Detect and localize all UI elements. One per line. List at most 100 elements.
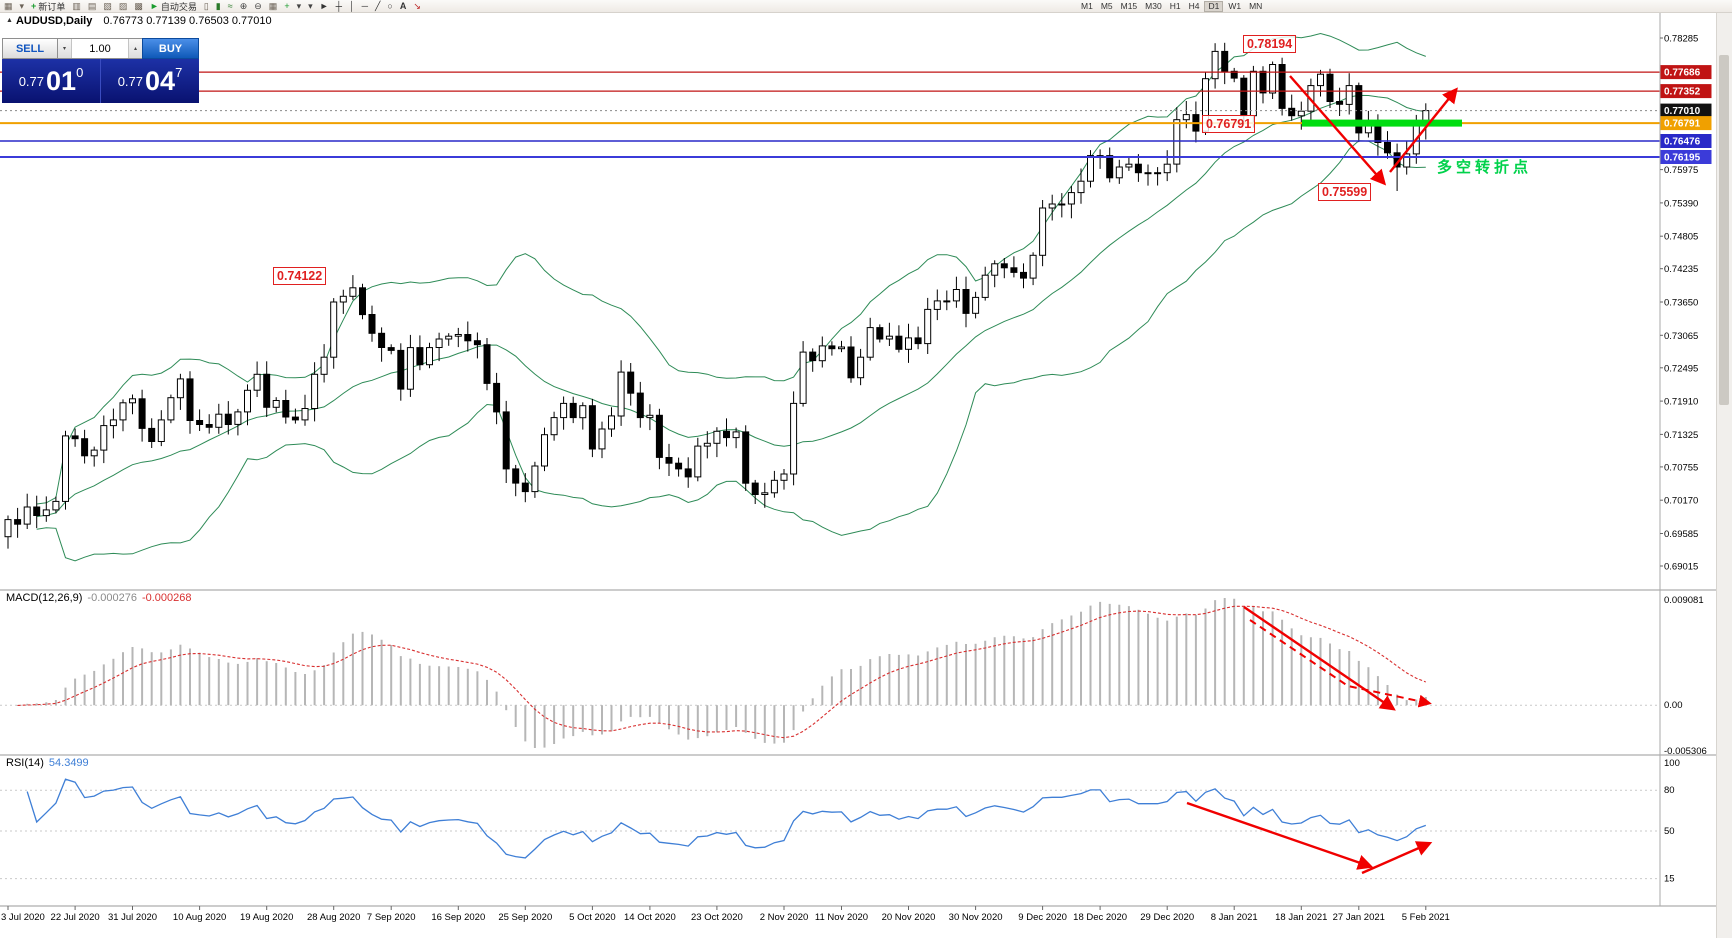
horizontal-level-lines[interactable] — [0, 71, 1660, 158]
trend-arrows[interactable] — [1186, 75, 1458, 875]
chart-candles-icon[interactable]: ▮ — [215, 1, 221, 11]
macd-label: MACD(12,26,9) -0.000276 -0.000268 — [6, 592, 192, 604]
svg-text:3 Jul 2020: 3 Jul 2020 — [1, 912, 45, 923]
macd-histogram — [16, 598, 1427, 748]
svg-text:0.75390: 0.75390 — [1664, 198, 1698, 209]
sell-button[interactable]: SELL — [2, 38, 58, 59]
autotrade-button[interactable]: ► 自动交易 — [149, 1, 197, 12]
tile-windows-icon[interactable]: ▦ — [268, 1, 278, 11]
svg-text:8 Jan 2021: 8 Jan 2021 — [1211, 912, 1258, 923]
svg-text:0.00: 0.00 — [1664, 700, 1683, 711]
svg-text:14 Oct 2020: 14 Oct 2020 — [624, 912, 676, 923]
svg-text:9 Dec 2020: 9 Dec 2020 — [1018, 912, 1067, 923]
svg-text:5 Feb 2021: 5 Feb 2021 — [1402, 912, 1450, 923]
arrow-tool-icon[interactable]: ↘ — [413, 1, 421, 11]
volume-increase-button[interactable]: ▴ — [128, 39, 142, 58]
buy-button[interactable]: BUY — [142, 38, 199, 59]
volume-value[interactable]: 1.00 — [89, 42, 111, 55]
text-tool-icon[interactable]: A — [399, 1, 407, 11]
periods-dropdown-icon[interactable]: ▾ — [296, 1, 302, 11]
timeframe-button-m5[interactable]: M5 — [1100, 0, 1113, 11]
trendline-icon[interactable]: ╱ — [374, 1, 381, 11]
timeframe-button-m1[interactable]: M1 — [1081, 0, 1093, 11]
timeframe-button-mn[interactable]: MN — [1249, 0, 1263, 11]
new-order-button[interactable]: + 新订单 — [31, 1, 66, 12]
timeframe-button-m15[interactable]: M15 — [1120, 0, 1138, 11]
svg-text:0.72495: 0.72495 — [1664, 363, 1698, 374]
svg-text:0.69015: 0.69015 — [1664, 562, 1698, 573]
svg-text:18 Jan 2021: 18 Jan 2021 — [1275, 912, 1327, 923]
svg-text:15: 15 — [1664, 874, 1675, 885]
price-axis: 0.78285 0.75975 0.75390 0.74805 0.74235 0.736… — [1660, 34, 1712, 573]
data-window-icon[interactable]: ▤ — [87, 1, 97, 11]
svg-text:22 Jul 2020: 22 Jul 2020 — [51, 912, 100, 923]
volume-decrease-button[interactable]: ▾ — [58, 39, 72, 58]
timeframe-button-w1[interactable]: W1 — [1228, 0, 1242, 11]
support-zone-bar[interactable] — [1302, 119, 1462, 127]
scrollbar-thumb[interactable] — [1719, 55, 1729, 405]
svg-text:-0.005306: -0.005306 — [1664, 746, 1707, 757]
shapes-icon[interactable]: ○ — [387, 1, 393, 11]
horizontal-line-icon[interactable]: ─ — [361, 1, 368, 11]
svg-text:10 Aug 2020: 10 Aug 2020 — [173, 912, 226, 923]
svg-text:0.77686: 0.77686 — [1664, 68, 1701, 79]
svg-text:7 Sep 2020: 7 Sep 2020 — [367, 912, 416, 923]
toolbar: ▦ ▾ + 新订单 ▥ ▤ ▧ ▨ ▩ ► 自动交易 ▯ ▮ ≈ ⊕ ⊖ ▦ + ▾ ▾ ► ┼ │ ─ ╱ ○ A ↘ M1 M5 M15… — [0, 0, 1732, 13]
svg-text:19 Aug 2020: 19 Aug 2020 — [240, 912, 293, 923]
profiles-dropdown-icon[interactable]: ▾ — [19, 1, 25, 11]
zoom-in-icon[interactable]: ⊕ — [239, 1, 248, 11]
svg-text:0.76195: 0.76195 — [1664, 153, 1701, 164]
candles — [4, 42, 1430, 549]
market-watch-icon[interactable]: ▥ — [72, 1, 81, 11]
svg-text:11 Nov 2020: 11 Nov 2020 — [815, 912, 868, 923]
macd-signal-value: -0.000268 — [141, 592, 192, 604]
crosshair-icon[interactable]: ┼ — [335, 1, 342, 11]
rsi-line — [26, 778, 1427, 859]
templates-dropdown-icon[interactable]: ▾ — [308, 1, 313, 11]
rsi-label: RSI(14) 54.3499 — [6, 757, 89, 769]
bid-price-point: 0 — [76, 65, 84, 80]
svg-text:0.76791: 0.76791 — [1664, 119, 1701, 130]
ohlc-readout: 0.76773 0.77139 0.76503 0.77010 — [103, 15, 272, 27]
chart-header: ▲ AUDUSD,Daily 0.76773 0.77139 0.76503 0.… — [6, 15, 272, 27]
terminal-icon[interactable]: ▨ — [118, 1, 128, 11]
chart-line-icon[interactable]: ≈ — [227, 1, 233, 11]
svg-text:0.74805: 0.74805 — [1664, 232, 1698, 243]
svg-text:27 Jan 2021: 27 Jan 2021 — [1333, 912, 1385, 923]
zoom-out-icon[interactable]: ⊖ — [254, 1, 262, 11]
symbol-period-label: AUDUSD,Daily — [15, 15, 93, 27]
svg-text:0.009081: 0.009081 — [1664, 595, 1704, 606]
strategy-tester-icon[interactable]: ▩ — [134, 1, 143, 11]
vertical-line-icon[interactable]: │ — [348, 1, 355, 11]
svg-text:2 Nov 2020: 2 Nov 2020 — [760, 912, 809, 923]
timeframe-button-m30[interactable]: M30 — [1145, 0, 1162, 11]
timeframe-button-h1[interactable]: H1 — [1169, 0, 1181, 11]
turning-point-text[interactable]: 多空转折点 — [1437, 159, 1533, 176]
price-label-flag[interactable]: 0.76791 — [1202, 115, 1256, 133]
rsi-value: 54.3499 — [48, 757, 89, 769]
svg-text:0.74235: 0.74235 — [1664, 264, 1698, 275]
svg-text:16 Sep 2020: 16 Sep 2020 — [431, 912, 485, 923]
price-label-flag[interactable]: 0.78194 — [1243, 35, 1297, 53]
indicators-icon[interactable]: + — [284, 1, 290, 11]
svg-text:0.75975: 0.75975 — [1664, 165, 1698, 176]
new-chart-icon[interactable]: ▦ — [4, 1, 13, 11]
cursor-icon[interactable]: ► — [319, 1, 329, 11]
ask-price-pips: 04 — [145, 65, 176, 96]
svg-text:0.69585: 0.69585 — [1664, 529, 1698, 540]
chart-bars-icon[interactable]: ▯ — [203, 1, 209, 11]
bid-price-button[interactable]: 0.77 01 0 — [2, 59, 101, 103]
price-label-flag[interactable]: 0.75599 — [1318, 183, 1372, 201]
bid-price-pips: 01 — [46, 65, 77, 96]
svg-text:18 Dec 2020: 18 Dec 2020 — [1073, 912, 1127, 923]
vertical-scrollbar[interactable] — [1716, 0, 1732, 938]
timeframe-button-h4[interactable]: H4 — [1188, 0, 1200, 11]
svg-text:0.77010: 0.77010 — [1664, 106, 1701, 117]
timeframe-button-d1[interactable]: D1 — [1204, 0, 1224, 12]
volume-box: ▾ 1.00 ▴ — [58, 38, 142, 59]
ask-price-button[interactable]: 0.77 04 7 — [101, 59, 199, 103]
navigator-icon[interactable]: ▧ — [103, 1, 112, 11]
price-label-flag[interactable]: 0.74122 — [273, 267, 327, 285]
svg-text:80: 80 — [1664, 785, 1675, 796]
